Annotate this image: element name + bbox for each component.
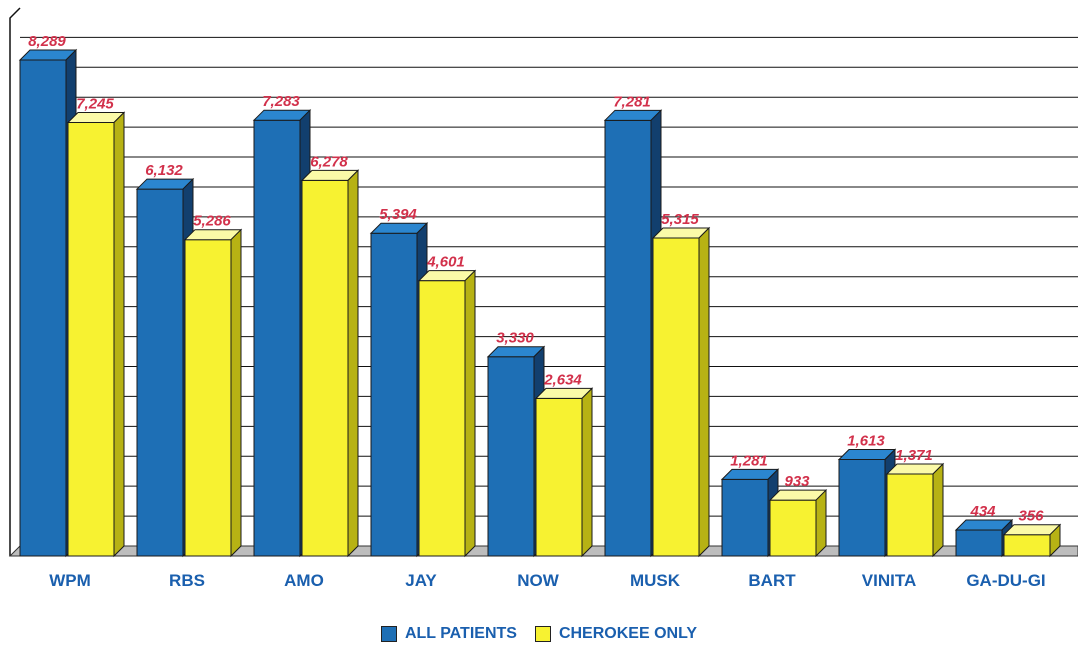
bar-all-patients-bart [721, 478, 769, 557]
bar-all-patients-now [487, 356, 535, 557]
category-label-vinita: VINITA [862, 571, 916, 590]
y-axis-wall [9, 7, 21, 556]
category-label-now: NOW [517, 571, 560, 590]
legend-swatch-cherokee-only [534, 626, 551, 642]
bar-cherokee-only-rbs [184, 239, 232, 557]
bar-cherokee-only-bart [769, 499, 817, 557]
legend-item-cherokee-only: CHEROKEE ONLY [534, 625, 698, 643]
value-label-all-patients-jay: 5,394 [379, 206, 417, 223]
value-label-cherokee-only-bart: 933 [784, 473, 810, 490]
category-label-bart: BART [748, 571, 796, 590]
value-label-all-patients-musk: 7,281 [613, 93, 651, 110]
bar-side-cherokee-only-bart [815, 488, 827, 558]
bar-cherokee-only-amo [301, 179, 349, 557]
value-label-cherokee-only-jay: 4,601 [426, 254, 465, 271]
value-label-cherokee-only-wpm: 7,245 [76, 95, 114, 112]
value-label-all-patients-now: 3,330 [496, 330, 534, 347]
category-label-amo: AMO [284, 571, 324, 590]
category-label-rbs: RBS [169, 571, 205, 590]
value-label-all-patients-bart: 1,281 [730, 452, 768, 469]
bar-all-patients-amo [253, 119, 301, 557]
bar-side-cherokee-only-ga-du-gi [1049, 523, 1061, 558]
bar-cherokee-only-wpm [67, 121, 115, 557]
legend-label-cherokee-only: CHEROKEE ONLY [558, 625, 698, 642]
category-label-musk: MUSK [630, 571, 681, 590]
bar-side-cherokee-only-amo [347, 169, 359, 558]
value-label-cherokee-only-rbs: 5,286 [193, 213, 231, 230]
bar-side-cherokee-only-musk [698, 226, 710, 558]
bar-all-patients-vinita [838, 458, 886, 557]
legend-label-all-patients: ALL PATIENTS [404, 625, 517, 642]
bar-all-patients-wpm [19, 59, 67, 557]
value-label-all-patients-vinita: 1,613 [847, 432, 885, 449]
category-label-ga-du-gi: GA-DU-GI [966, 571, 1045, 590]
bar-cherokee-only-ga-du-gi [1003, 534, 1051, 557]
bar-side-cherokee-only-rbs [230, 228, 242, 558]
bar-side-cherokee-only-now [581, 387, 593, 558]
legend: ALL PATIENTS CHEROKEE ONLY [0, 625, 1078, 643]
legend-swatch-all-patients [380, 626, 397, 642]
bar-all-patients-ga-du-gi [955, 529, 1003, 557]
bar-side-cherokee-only-wpm [113, 111, 125, 558]
value-label-cherokee-only-now: 2,634 [543, 371, 582, 388]
value-label-cherokee-only-musk: 5,315 [661, 211, 699, 228]
bar-all-patients-jay [370, 232, 418, 557]
value-label-all-patients-amo: 7,283 [262, 93, 300, 110]
category-labels: WPM RBS AMO JAY NOW MUSK BART VINITA GA-DU-GI [49, 571, 1045, 590]
value-label-cherokee-only-amo: 6,278 [310, 153, 348, 170]
value-labels: 8,289 7,245 6,132 5,286 7,283 6,278 5,394 4,601… [28, 33, 1044, 525]
bar-cherokee-only-musk [652, 237, 700, 557]
value-label-all-patients-rbs: 6,132 [145, 162, 183, 179]
bar-cherokee-only-jay [418, 280, 466, 557]
value-label-all-patients-ga-du-gi: 434 [969, 503, 996, 520]
legend-item-all-patients: ALL PATIENTS [380, 625, 517, 643]
bar-side-cherokee-only-vinita [932, 462, 944, 558]
bar-cherokee-only-vinita [886, 473, 934, 557]
category-label-wpm: WPM [49, 571, 91, 590]
bar-all-patients-rbs [136, 188, 184, 557]
value-label-all-patients-wpm: 8,289 [28, 33, 66, 50]
category-label-jay: JAY [405, 571, 437, 590]
bars [18, 48, 1062, 558]
value-label-cherokee-only-vinita: 1,371 [895, 447, 933, 464]
bar-side-cherokee-only-jay [464, 269, 476, 558]
bar-all-patients-musk [604, 119, 652, 557]
bar-chart: 8,289 7,245 6,132 5,286 7,283 6,278 5,394 4,601… [8, 7, 1078, 590]
value-label-cherokee-only-ga-du-gi: 356 [1018, 508, 1044, 525]
bar-cherokee-only-now [535, 397, 583, 557]
